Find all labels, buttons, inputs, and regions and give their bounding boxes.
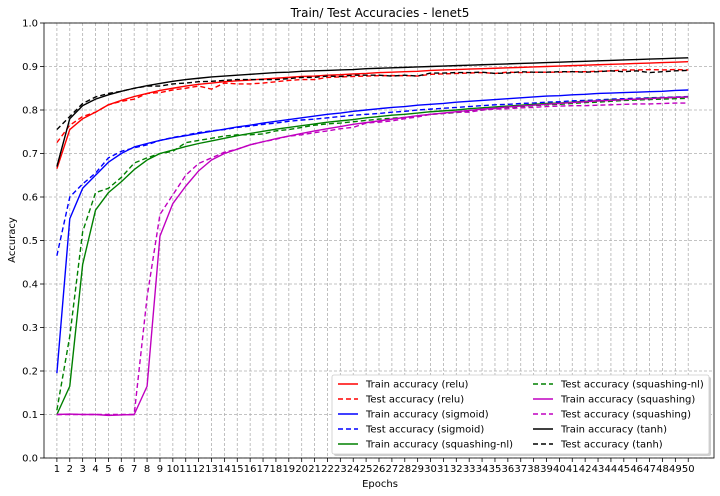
x-tick-label: 14 [218, 464, 231, 475]
x-tick-label: 4 [92, 464, 98, 475]
x-tick-label: 8 [144, 464, 150, 475]
legend-entry-label: Test accuracy (tanh) [560, 440, 663, 451]
legend-entry-label: Test accuracy (squashing) [560, 410, 691, 421]
y-tick-label: 0.4 [22, 280, 38, 291]
chart-title: Train/ Test Accuracies - lenet5 [290, 6, 470, 20]
series-line-0 [56, 61, 689, 169]
x-tick-label: 44 [605, 464, 618, 475]
legend-entry-label: Train accuracy (squashing-nl) [365, 440, 513, 451]
legend-entry-label: Train accuracy (relu) [365, 380, 469, 391]
x-tick-label: 17 [257, 464, 270, 475]
x-tick-label: 11 [179, 464, 192, 475]
x-tick-label: 26 [373, 464, 386, 475]
x-tick-label: 34 [476, 464, 489, 475]
y-axis-label: Accuracy [7, 217, 18, 263]
x-tick-label: 15 [231, 464, 244, 475]
x-tick-label: 13 [205, 464, 218, 475]
x-tick-label: 49 [669, 464, 682, 475]
y-tick-label: 0.1 [22, 410, 38, 421]
legend-entry-label: Train accuracy (tanh) [560, 425, 667, 436]
x-tick-label: 7 [131, 464, 137, 475]
x-axis-label: Epochs [362, 479, 398, 490]
x-tick-label: 43 [592, 464, 605, 475]
x-tick-label: 37 [514, 464, 527, 475]
series-line-3 [56, 95, 689, 256]
x-tick-label: 16 [244, 464, 257, 475]
x-tick-label: 12 [192, 464, 205, 475]
x-axis-ticks: 1 2 3 4 5 6 7 8 9 10 11 12 13 14 15 16 17 18 19 20 21 22 23 24 2… [54, 458, 695, 475]
x-tick-label: 5 [105, 464, 111, 475]
series-line-7 [56, 102, 689, 416]
x-tick-label: 35 [489, 464, 502, 475]
x-tick-label: 2 [67, 464, 73, 475]
x-tick-label: 50 [682, 464, 695, 475]
x-tick-label: 30 [424, 464, 437, 475]
x-tick-label: 47 [643, 464, 656, 475]
x-tick-label: 1 [54, 464, 60, 475]
y-tick-label: 0.0 [22, 454, 38, 465]
x-tick-label: 40 [553, 464, 566, 475]
x-tick-label: 10 [166, 464, 179, 475]
x-tick-label: 18 [270, 464, 283, 475]
x-tick-label: 23 [334, 464, 347, 475]
x-tick-label: 39 [540, 464, 553, 475]
x-tick-label: 48 [656, 464, 669, 475]
x-tick-label: 22 [321, 464, 334, 475]
x-tick-label: 21 [308, 464, 321, 475]
x-tick-label: 31 [437, 464, 450, 475]
x-tick-label: 6 [118, 464, 124, 475]
series-line-9 [56, 69, 689, 131]
x-tick-label: 29 [411, 464, 424, 475]
x-tick-label: 3 [79, 464, 85, 475]
x-tick-label: 28 [398, 464, 411, 475]
y-tick-label: 0.9 [22, 62, 38, 73]
y-tick-label: 1.0 [22, 19, 38, 30]
legend-entry-label: Test accuracy (sigmoid) [365, 425, 484, 436]
x-tick-label: 42 [579, 464, 592, 475]
x-tick-label: 19 [282, 464, 295, 475]
y-tick-label: 0.5 [22, 236, 38, 247]
y-tick-label: 0.7 [22, 149, 38, 160]
x-tick-label: 24 [347, 464, 360, 475]
x-tick-label: 41 [566, 464, 579, 475]
x-tick-label: 32 [450, 464, 463, 475]
x-tick-label: 25 [360, 464, 373, 475]
y-tick-label: 0.6 [22, 193, 38, 204]
y-tick-label: 0.3 [22, 323, 38, 334]
x-tick-label: 38 [527, 464, 540, 475]
series-line-5 [56, 97, 689, 411]
legend-entry-label: Train accuracy (sigmoid) [365, 410, 489, 421]
x-tick-label: 33 [463, 464, 476, 475]
series-line-6 [56, 96, 689, 417]
legend-entry-label: Train accuracy (squashing) [560, 395, 695, 406]
x-tick-label: 27 [386, 464, 399, 475]
y-tick-label: 0.2 [22, 367, 38, 378]
legend-box [331, 374, 710, 455]
y-tick-label: 0.8 [22, 106, 38, 117]
x-tick-label: 20 [295, 464, 308, 475]
x-tick-label: 9 [157, 464, 163, 475]
x-tick-label: 45 [617, 464, 630, 475]
legend: Train accuracy (relu) Test accuracy (relu… [331, 374, 711, 456]
x-tick-label: 36 [501, 464, 514, 475]
series-lines [56, 57, 689, 417]
x-tick-label: 46 [630, 464, 643, 475]
series-line-8 [56, 57, 689, 167]
legend-entry-label: Test accuracy (squashing-nl) [560, 380, 704, 391]
legend-entry-label: Test accuracy (relu) [365, 395, 464, 406]
y-axis-ticks: 0.0 0.1 0.2 0.3 0.4 0.5 0.6 0.7 0.8 0.9 1.0 [22, 19, 44, 465]
